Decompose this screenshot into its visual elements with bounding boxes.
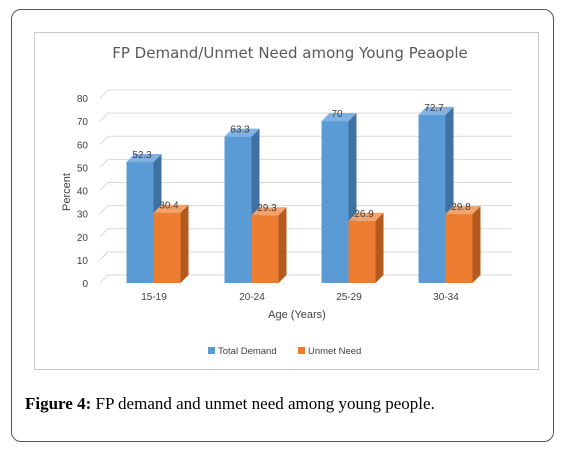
- bar-top: [251, 207, 287, 216]
- bar: [153, 212, 181, 283]
- legend-label: Unmet Need: [308, 346, 361, 357]
- y-tick-label: 20: [77, 233, 89, 244]
- y-axis-label: Percent: [61, 173, 73, 211]
- bar-top: [418, 106, 454, 115]
- data-label: 29.8: [451, 202, 471, 213]
- legend-swatch: [208, 347, 215, 354]
- bar: [321, 121, 349, 283]
- data-label: 52.3: [132, 150, 152, 161]
- figure-label: Figure 4:: [25, 394, 92, 413]
- chart-title: FP Demand/Unmet Need among Young Peaople: [112, 44, 468, 62]
- data-label: 26.9: [354, 209, 374, 220]
- bar-top: [445, 206, 481, 215]
- y-tick-label: 70: [77, 117, 89, 128]
- bar-side: [472, 206, 481, 283]
- gridline-depth: [99, 182, 109, 191]
- bar: [418, 114, 446, 283]
- data-label: 29.3: [257, 203, 277, 214]
- data-label: 30.4: [159, 201, 179, 212]
- y-tick-label: 60: [77, 140, 89, 151]
- bar-top: [224, 128, 260, 137]
- y-tick-label: 10: [77, 256, 89, 267]
- x-tick-label: 15-19: [141, 292, 167, 303]
- figure-caption: Figure 4: FP demand and unmet need among…: [25, 394, 545, 414]
- gridline-depth: [99, 251, 109, 261]
- chart-area: [34, 32, 539, 370]
- y-tick-label: 40: [77, 187, 89, 198]
- gridline-depth: [99, 274, 109, 284]
- figure-frame: [11, 9, 554, 442]
- gridline-depth: [99, 159, 109, 168]
- data-label: 70: [331, 109, 343, 120]
- y-tick-label: 50: [77, 163, 89, 174]
- y-tick-label: 30: [77, 210, 89, 221]
- bar-side: [375, 212, 384, 283]
- data-label: 63.3: [230, 125, 250, 136]
- legend-swatch: [298, 347, 305, 354]
- bar-top: [153, 204, 189, 213]
- gridline-depth: [99, 89, 109, 99]
- bar-side: [180, 204, 189, 283]
- bar-top: [126, 154, 162, 163]
- bar: [445, 214, 473, 283]
- x-axis-label: Age (Years): [268, 309, 326, 321]
- bar-top: [321, 113, 357, 122]
- bar: [348, 220, 376, 283]
- bar: [251, 215, 279, 283]
- bar-top: [348, 212, 384, 221]
- y-tick-label: 0: [82, 279, 88, 290]
- x-tick-label: 20-24: [239, 292, 265, 303]
- gridline-depth: [99, 112, 109, 122]
- bar: [126, 162, 154, 283]
- figure-caption-text: FP demand and unmet need among young peo…: [95, 394, 435, 413]
- y-tick-label: 80: [77, 94, 89, 105]
- gridline-depth: [99, 228, 109, 238]
- gridline-depth: [99, 205, 109, 214]
- bar: [224, 136, 252, 283]
- x-tick-label: 25-29: [336, 292, 362, 303]
- bar-side: [278, 207, 287, 283]
- data-label: 72.7: [424, 103, 444, 114]
- x-tick-label: 30-34: [433, 292, 459, 303]
- gridline-depth: [99, 135, 109, 145]
- legend-label: Total Demand: [218, 346, 277, 357]
